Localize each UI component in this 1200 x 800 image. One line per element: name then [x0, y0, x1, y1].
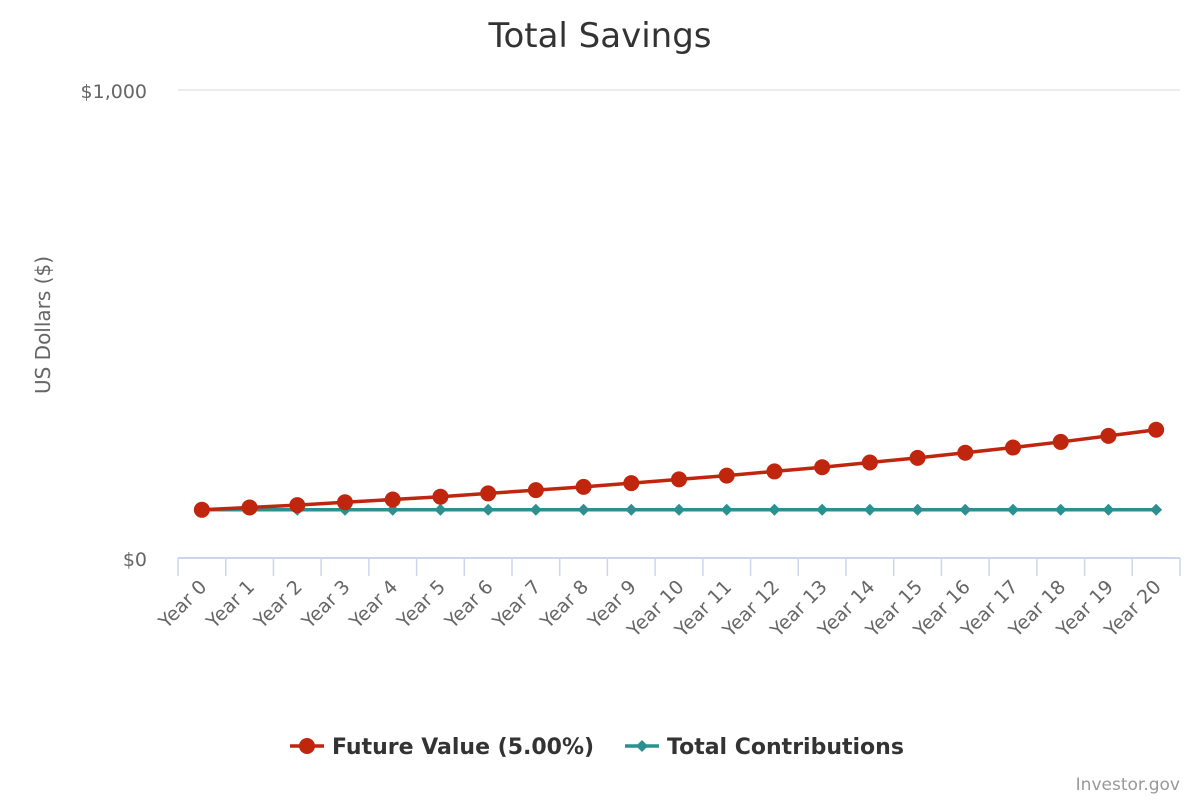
data-point[interactable]	[1052, 433, 1069, 450]
data-point[interactable]	[480, 485, 497, 502]
credit-label[interactable]: Investor.gov	[1076, 775, 1180, 795]
data-point[interactable]	[861, 454, 878, 471]
data-point[interactable]	[1054, 503, 1067, 516]
data-point[interactable]	[241, 499, 258, 516]
data-point[interactable]	[959, 503, 972, 516]
data-point[interactable]	[814, 459, 831, 476]
data-point[interactable]	[434, 503, 447, 516]
x-tick-label: Year 4	[345, 576, 403, 634]
y-tick-label: $1,000	[81, 81, 147, 103]
data-point[interactable]	[1100, 427, 1117, 444]
legend-label: Future Value (5.00%)	[332, 735, 594, 760]
series-future-value	[193, 421, 1165, 518]
legend-marker[interactable]	[636, 740, 648, 752]
data-point[interactable]	[623, 475, 640, 492]
data-point[interactable]	[289, 497, 306, 514]
y-axis-title: US Dollars ($)	[31, 256, 55, 394]
y-tick-label: $0	[123, 549, 147, 571]
data-point[interactable]	[957, 444, 974, 461]
series-layer	[193, 421, 1165, 518]
data-point[interactable]	[575, 478, 592, 495]
legend-item[interactable]: Future Value (5.00%)	[290, 735, 594, 760]
data-point[interactable]	[1007, 503, 1019, 516]
chart-title: Total Savings	[487, 16, 711, 56]
x-tick-label: Year 2	[249, 576, 307, 634]
data-point[interactable]	[529, 503, 542, 516]
data-point[interactable]	[625, 503, 638, 516]
data-point[interactable]	[911, 503, 924, 516]
data-point[interactable]	[909, 449, 926, 466]
x-tick-label: Year 0	[154, 576, 212, 634]
x-tick-label: Year 1	[202, 576, 260, 634]
legend-item[interactable]: Total Contributions	[625, 735, 904, 760]
data-point[interactable]	[193, 501, 210, 518]
y-axis-ticks: $0 $1,000	[81, 81, 147, 571]
x-tick-label: Year 8	[536, 576, 594, 634]
legend: Future Value (5.00%) Total Contributions	[290, 735, 904, 760]
data-point[interactable]	[1150, 503, 1163, 516]
data-point[interactable]	[673, 503, 685, 516]
legend-marker[interactable]	[299, 738, 315, 754]
data-point[interactable]	[766, 463, 783, 480]
data-point[interactable]	[527, 482, 544, 499]
data-point[interactable]	[482, 503, 495, 516]
x-tick-label: Year 7	[488, 576, 546, 634]
data-point[interactable]	[816, 503, 829, 516]
data-point[interactable]	[718, 467, 735, 484]
data-point[interactable]	[863, 503, 876, 516]
data-point[interactable]	[432, 488, 449, 505]
legend-label: Total Contributions	[667, 735, 904, 760]
data-point[interactable]	[384, 491, 401, 508]
data-point[interactable]	[1148, 421, 1165, 438]
x-tick-label: Year 6	[440, 576, 498, 634]
data-point[interactable]	[768, 503, 781, 516]
data-point[interactable]	[1005, 439, 1021, 456]
data-point[interactable]	[671, 471, 687, 488]
data-point[interactable]	[577, 503, 590, 516]
x-tick-label: Year 3	[297, 576, 355, 634]
data-point[interactable]	[1102, 503, 1115, 516]
data-point[interactable]	[720, 503, 733, 516]
data-point[interactable]	[337, 494, 353, 511]
x-tick-label: Year 5	[392, 576, 450, 634]
